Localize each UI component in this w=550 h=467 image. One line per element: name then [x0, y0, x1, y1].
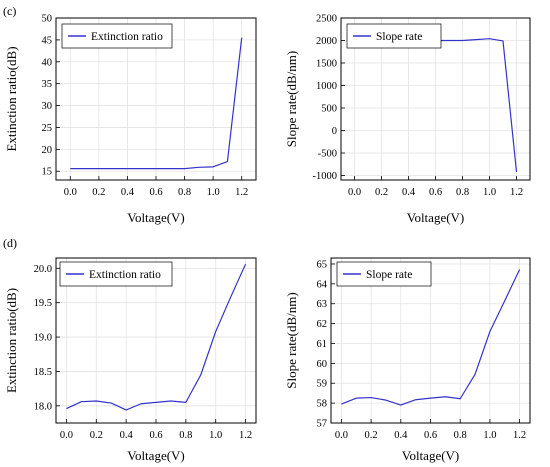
x-tick-label: 0.6	[424, 430, 437, 441]
x-tick-label: 0.2	[92, 187, 105, 198]
y-tick-label: 65	[317, 259, 328, 270]
x-axis-label: Voltage(V)	[127, 448, 185, 463]
x-tick-label: 0.0	[335, 430, 348, 441]
x-tick-label: 0.4	[402, 187, 416, 198]
x-tick-label: 0.4	[121, 187, 135, 198]
y-tick-label: 60	[317, 359, 328, 370]
x-tick-label: 0.8	[456, 187, 469, 198]
y-tick-label: -500	[318, 149, 337, 160]
x-tick-label: 1.2	[235, 187, 248, 198]
y-tick-label: 57	[317, 419, 328, 430]
series-line	[66, 263, 247, 411]
x-tick-label: 1.2	[513, 430, 526, 441]
x-tick-label: 0.0	[60, 430, 73, 441]
y-tick-label: 59	[317, 379, 328, 390]
x-tick-label: 0.6	[149, 430, 162, 441]
x-tick-label: 0.8	[454, 430, 467, 441]
chart-c-slope-rate: 0.0 0.2 0.4 0.6 0.8 1.0 1.2 -1000 -500 0 500 1000 15…	[284, 14, 531, 225]
x-axis-label: Voltage(V)	[402, 448, 460, 463]
chart-c-extinction-ratio: 0.0 0.2 0.4 0.6 0.8 1.0 1.2 15 20 25 30 35 40 45 50 Vol…	[4, 14, 257, 225]
chart-d-extinction-ratio: 0.0 0.2 0.4 0.6 0.8 1.0 1.2 18.0 18.5 19.0 19.5 20.…	[4, 257, 257, 463]
panel-label-c: (c)	[3, 4, 16, 18]
y-tick-label: 58	[317, 399, 328, 410]
panel-label-d: (d)	[3, 236, 17, 250]
y-tick-label: 18.5	[34, 367, 52, 378]
y-axis-label: Slope rate(dB/nm)	[284, 292, 299, 388]
y-tick-label: 63	[317, 299, 328, 310]
x-tick-label: 0.6	[149, 187, 162, 198]
legend-label: Slope rate	[366, 269, 412, 281]
y-tick-label: 18.0	[34, 401, 52, 412]
y-tick-label: 2000	[316, 36, 337, 47]
x-tick-label: 0.8	[178, 187, 191, 198]
y-tick-label: 1500	[316, 59, 337, 70]
x-tick-label: 0.8	[179, 430, 192, 441]
y-tick-label: 50	[42, 14, 53, 25]
y-axis-label: Slope rate(dB/nm)	[284, 51, 299, 147]
x-tick-label: 1.2	[510, 187, 523, 198]
y-tick-label: 19.0	[34, 333, 52, 344]
chart-d-slope-rate: 0.0 0.2 0.4 0.6 0.8 1.0 1.2 57 58 59 60 61 62 63 64 65 V…	[284, 257, 531, 463]
series-line	[70, 37, 243, 170]
y-tick-label: 19.5	[34, 298, 52, 309]
x-tick-label: 0.2	[375, 187, 388, 198]
y-tick-label: 15	[42, 167, 53, 178]
y-axis-label: Extinction ratio(dB)	[4, 288, 19, 393]
x-tick-label: 1.0	[483, 430, 496, 441]
x-tick-label: 0.6	[429, 187, 442, 198]
x-tick-label: 0.0	[348, 187, 361, 198]
y-tick-label: 20	[42, 145, 53, 156]
x-axis-label: Voltage(V)	[407, 210, 465, 225]
y-tick-label: 500	[321, 104, 337, 115]
x-tick-label: 0.0	[64, 187, 77, 198]
legend-label: Extinction ratio	[89, 269, 161, 281]
x-tick-label: 0.4	[120, 430, 134, 441]
legend-label: Slope rate	[376, 31, 422, 43]
y-tick-label: 20.0	[34, 264, 52, 275]
y-tick-label: 64	[317, 279, 328, 290]
y-tick-label: 61	[317, 339, 328, 350]
y-tick-label: 45	[42, 35, 53, 46]
y-tick-label: 30	[42, 101, 53, 112]
y-tick-label: 2500	[316, 14, 337, 25]
y-tick-label: 35	[42, 79, 53, 90]
x-tick-label: 1.0	[207, 187, 220, 198]
x-tick-label: 0.2	[365, 430, 378, 441]
x-tick-label: 0.2	[90, 430, 103, 441]
series-line	[341, 269, 521, 406]
x-tick-label: 0.4	[394, 430, 408, 441]
y-tick-label: 0	[332, 126, 337, 137]
x-axis-label: Voltage(V)	[127, 210, 185, 225]
legend-label: Extinction ratio	[91, 31, 163, 43]
y-tick-label: 25	[42, 123, 53, 134]
y-axis-label: Extinction ratio(dB)	[4, 46, 19, 151]
y-tick-label: 1000	[316, 81, 337, 92]
x-tick-label: 1.0	[483, 187, 496, 198]
x-tick-label: 1.0	[209, 430, 222, 441]
y-tick-label: -1000	[313, 171, 338, 182]
x-tick-label: 1.2	[239, 430, 252, 441]
y-tick-label: 62	[317, 319, 328, 330]
y-tick-label: 40	[42, 57, 53, 68]
